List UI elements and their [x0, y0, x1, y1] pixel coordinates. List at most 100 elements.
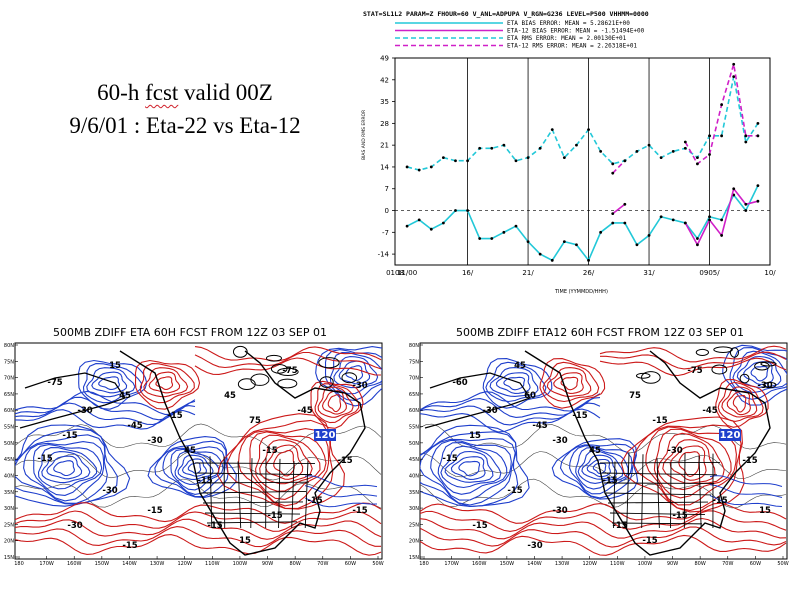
negative-contour: [575, 447, 629, 490]
y-tick-label: 20N: [4, 539, 14, 545]
contour-label: -30: [757, 381, 772, 391]
contour-label: -15: [62, 431, 77, 441]
x-tick-label: 140W: [527, 561, 542, 565]
contour-label: -15: [167, 411, 182, 421]
contour-label-box: [719, 429, 741, 441]
negative-contour: [304, 475, 378, 488]
data-point: [744, 140, 748, 144]
island-coastline: [711, 364, 728, 375]
data-point: [478, 146, 482, 150]
x-tick-label: 10/: [764, 269, 776, 277]
data-point: [671, 218, 675, 222]
data-point: [599, 230, 603, 234]
y-tick-label: 70N: [409, 376, 419, 382]
y-tick-label: 55N: [4, 425, 14, 431]
negative-contour: [86, 367, 136, 398]
y-axis-label: BIAS AND RMS ERROR: [361, 110, 367, 160]
legend-entry: ETA RMS ERROR: MEAN = 2.00130E+01: [395, 35, 627, 42]
title-prefix: 60-h: [97, 80, 146, 105]
contour-label: -15: [37, 454, 52, 464]
data-point: [671, 149, 675, 153]
series-line: [406, 185, 759, 262]
x-tick-label: 180: [14, 561, 24, 565]
negative-contour: [33, 444, 103, 496]
bias-rms-time-series-chart: STAT=SL1L2 PARAM=Z FHOUR=60 V_ANL=ADPUPA…: [361, 10, 776, 295]
data-point: [635, 149, 639, 153]
data-point: [550, 128, 554, 131]
chart-header: STAT=SL1L2 PARAM=Z FHOUR=60 V_ANL=ADPUPA…: [363, 10, 649, 18]
contour-label: 45: [224, 391, 236, 401]
negative-contour: [495, 372, 531, 394]
legend-label: ETA RMS ERROR: MEAN = 2.00130E+01: [507, 35, 627, 42]
x-tick-label: 0905/: [699, 269, 720, 277]
data-point: [441, 221, 445, 225]
data-point: [696, 156, 699, 160]
data-point: [756, 121, 760, 125]
y-tick-label: 80N: [4, 343, 14, 349]
contour-label: 15: [239, 536, 251, 546]
negative-contour: [174, 451, 220, 485]
x-tick-label: 0108: [386, 269, 404, 277]
positive-contour: [143, 367, 189, 398]
x-tick-label: 140W: [122, 561, 137, 565]
y-tick-label: 45N: [4, 457, 14, 463]
x-tick-label: 90W: [262, 561, 273, 565]
data-point: [538, 146, 542, 150]
island-coastline: [341, 372, 358, 384]
y-tick-label: 50N: [4, 441, 14, 447]
island-coastline: [760, 361, 777, 367]
data-point: [720, 218, 724, 222]
y-tick-label: 15N: [409, 555, 419, 561]
positive-contour: [15, 534, 382, 556]
state-border: [304, 460, 309, 529]
contour-label: -15: [267, 511, 282, 521]
contour-label: -15: [602, 476, 617, 486]
data-point: [623, 221, 627, 225]
data-point: [502, 143, 506, 147]
data-point: [623, 202, 627, 206]
negative-contour: [98, 376, 120, 390]
negative-contour: [329, 352, 382, 395]
negative-contour: [46, 455, 83, 480]
data-point: [696, 237, 699, 240]
north-america-coastline: [119, 350, 366, 556]
negative-contour: [37, 447, 98, 490]
negative-contour: [437, 442, 508, 495]
y-tick-label: 21: [380, 142, 389, 150]
island-coastline: [318, 357, 340, 369]
island-coastline: [250, 373, 270, 386]
x-tick-label: 110W: [610, 561, 625, 565]
data-point: [514, 224, 518, 228]
x-tick-label: 170W: [39, 561, 54, 565]
contour-label: 15: [759, 506, 771, 516]
state-border: [209, 456, 213, 529]
contour-label: -60: [452, 378, 467, 388]
x-tick-label: 31/: [643, 269, 655, 277]
state-border: [202, 501, 304, 504]
y-tick-label: -7: [382, 229, 389, 237]
data-point: [756, 184, 760, 188]
contour-label: -30: [527, 541, 542, 551]
data-point: [490, 146, 494, 150]
x-tick-label: 130W: [555, 561, 570, 565]
y-tick-label: 30N: [4, 506, 14, 512]
series-line: [612, 203, 626, 215]
title-fcst-word: fcst: [145, 80, 179, 105]
contour-label: -15: [742, 456, 757, 466]
negative-contour: [420, 391, 601, 412]
contour-label: -15: [337, 456, 352, 466]
negative-contour: [420, 424, 530, 508]
data-point: [720, 103, 724, 107]
positive-contour: [420, 502, 787, 524]
positive-contour: [560, 376, 579, 391]
state-border: [194, 462, 316, 465]
contour-label: 45: [184, 446, 196, 456]
data-point: [756, 199, 760, 203]
map-contours: [420, 344, 787, 556]
negative-contour: [82, 363, 143, 404]
negative-contour: [709, 484, 783, 498]
series-line: [406, 76, 759, 171]
island-coastline: [232, 345, 248, 358]
data-point: [502, 230, 506, 234]
data-point: [405, 224, 409, 228]
